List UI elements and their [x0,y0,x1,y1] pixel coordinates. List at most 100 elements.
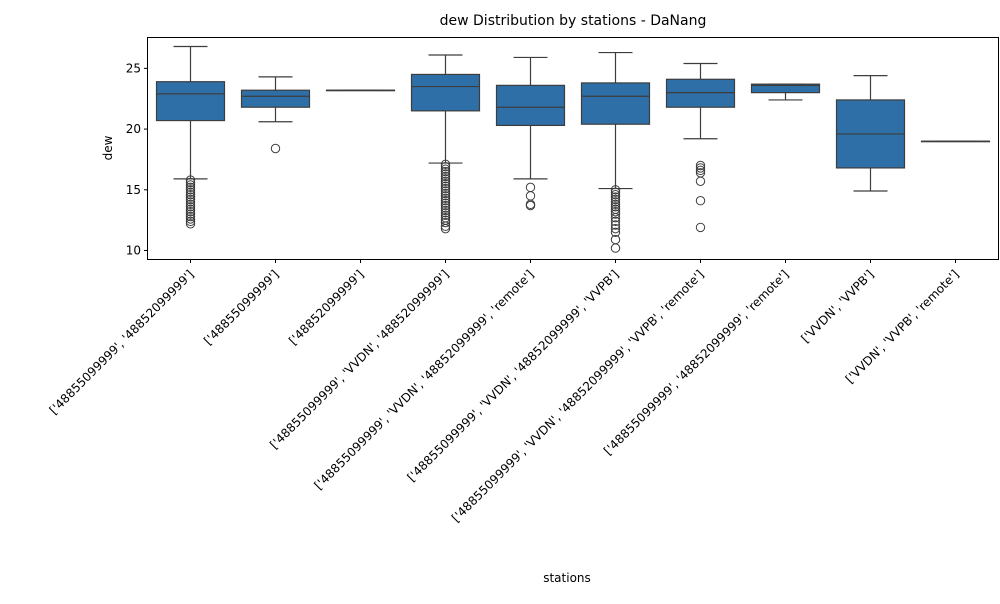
outlier-point [185,185,196,195]
box-group [580,51,651,253]
outlier-point [185,175,196,185]
outlier-point [185,192,196,202]
outlier-point [610,216,621,227]
outlier-point [610,223,621,234]
x-tick-label: ['48855099999', 'VVDN', '48852099999'] [267,267,452,452]
y-tick-label: 15 [126,183,141,197]
outlier-point [610,197,621,207]
outlier-point [440,164,451,174]
box-iqr [580,82,651,125]
outlier-point [440,174,451,184]
outlier-point [440,166,451,177]
y-tick-label: 20 [126,122,141,136]
outlier-point [185,211,196,222]
y-tick-label: 25 [126,61,141,75]
outlier-point [440,191,451,201]
box-iqr [240,89,311,108]
x-axis-label: stations [543,571,591,585]
y-axis-label: dew [101,135,115,160]
box-iqr [495,84,566,127]
outlier-point [185,206,196,217]
outlier-point [440,221,451,231]
outlier-point [610,206,621,217]
outlier-point [610,185,621,195]
outlier-point [610,189,621,200]
outlier-point [695,196,706,206]
outlier-point [185,187,196,197]
outlier-point [185,204,196,214]
outlier-point [440,179,451,189]
outlier-point [440,205,451,216]
outlier-point [610,209,621,219]
outlier-point [185,219,196,229]
outlier-point [695,222,706,233]
outlier-point [440,208,451,218]
outlier-point [525,182,536,193]
box-group [920,140,991,143]
outlier-point [610,194,621,205]
box-group [325,89,396,92]
x-tick-label: ['48855099999'] [201,267,282,348]
outlier-point [185,199,196,210]
outlier-point [610,243,621,253]
outlier-point [185,209,196,219]
outlier-point [695,160,706,171]
outlier-point [440,186,451,196]
outlier-point [185,214,196,224]
outlier-point [610,192,621,202]
outlier-point [440,169,451,179]
outlier-point [440,183,451,194]
box-group [835,75,906,192]
outlier-point [610,187,621,197]
outlier-point [440,223,451,234]
outlier-point [440,203,451,213]
x-tick-label: ['48852099999'] [286,267,367,348]
outlier-point [440,198,451,208]
outlier-point [440,176,451,186]
outlier-point [610,202,621,212]
box-iqr [155,81,226,122]
outlier-point [695,165,706,176]
outlier-point [185,189,196,200]
outlier-point [185,180,196,190]
outlier-point [185,197,196,207]
box-iqr [750,83,821,94]
outlier-point [440,159,451,169]
outlier-point [440,188,451,199]
outlier-point [440,217,451,228]
box-group [665,62,736,233]
box-group [495,56,566,211]
outlier-point [695,176,706,186]
chart-title: dew Distribution by stations - DaNang [440,13,707,29]
outlier-point [610,199,621,210]
outlier-point [440,171,451,182]
outlier-point [440,193,451,203]
outlier-point [185,194,196,205]
box-iqr [665,78,736,108]
outlier-point [440,181,451,191]
box-group [410,54,481,234]
box-group [240,76,311,154]
y-tick-label: 10 [126,244,141,258]
outlier-point [525,200,536,211]
x-tick-label: ['VVDN', 'VVPB'] [798,267,876,345]
outlier-point [610,227,621,237]
outlier-point [440,196,451,206]
outlier-point [695,163,706,173]
x-tick-label: ['48855099999', '48852099999'] [47,267,197,417]
outlier-point [185,177,196,188]
outlier-point [185,182,196,193]
outlier-point [270,143,281,154]
outlier-point [440,162,451,172]
box-group [750,83,821,101]
outlier-point [440,200,451,211]
outlier-point [185,202,196,212]
outlier-point [525,191,536,201]
outlier-point [610,213,621,223]
box-group [155,45,226,229]
outlier-point [185,216,196,227]
x-tick-label: ['48855099999', '48852099999', 'remote'] [601,267,792,458]
